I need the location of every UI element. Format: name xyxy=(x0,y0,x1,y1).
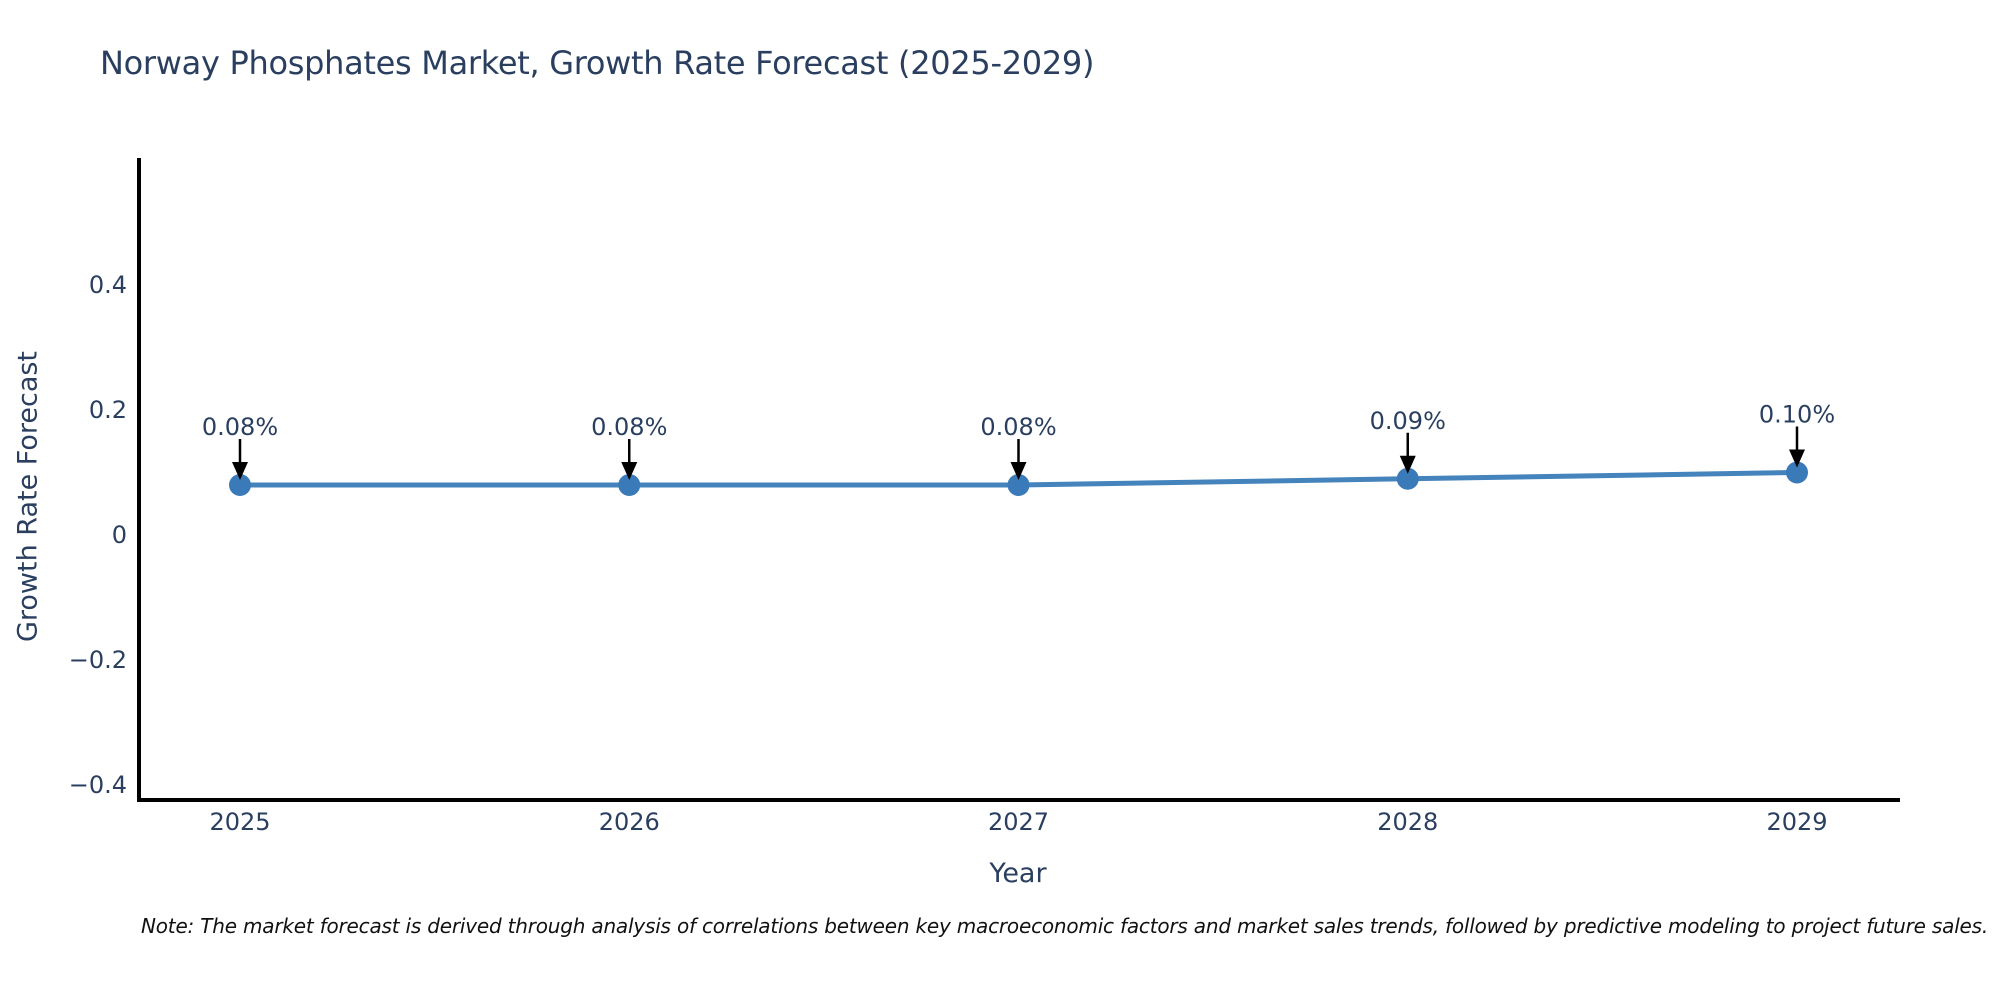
x-axis-title: Year xyxy=(989,858,1047,889)
axis-lines xyxy=(137,158,1900,802)
y-tick-label: −0.4 xyxy=(69,771,127,799)
annotation-arrow-head xyxy=(621,462,638,480)
y-tick-label: −0.2 xyxy=(69,646,127,674)
data-point-marker xyxy=(1007,474,1030,496)
x-tick-label: 2027 xyxy=(988,808,1049,836)
data-point-marker xyxy=(618,474,641,496)
y-tick-label: 0 xyxy=(112,521,127,549)
data-point-label: 0.08% xyxy=(591,413,667,441)
data-point-label: 0.09% xyxy=(1370,407,1446,435)
annotation-arrow-head xyxy=(1399,455,1416,474)
x-tick-label: 2029 xyxy=(1766,808,1827,836)
x-tick-label: 2025 xyxy=(209,808,270,836)
x-tick-label: 2028 xyxy=(1377,808,1438,836)
data-point-label: 0.08% xyxy=(980,413,1056,441)
data-point-marker xyxy=(1786,461,1808,484)
x-tick-label: 2026 xyxy=(599,808,660,836)
data-point-marker xyxy=(1396,467,1419,490)
footnote-text: Note: The market forecast is derived thr… xyxy=(141,914,1989,938)
data-point-marker xyxy=(229,474,251,496)
annotation-arrow-head xyxy=(1789,449,1805,468)
annotation-arrow-head xyxy=(1010,462,1027,480)
y-axis-title: Growth Rate Forecast xyxy=(12,350,44,643)
annotation-arrow-head xyxy=(232,462,248,480)
data-point-label: 0.08% xyxy=(202,413,278,441)
y-tick-label: 0.4 xyxy=(89,271,127,299)
data-point-label: 0.10% xyxy=(1759,401,1835,429)
y-tick-label: 0.2 xyxy=(89,396,127,424)
chart-title: Norway Phosphates Market, Growth Rate Fo… xyxy=(100,44,1095,82)
